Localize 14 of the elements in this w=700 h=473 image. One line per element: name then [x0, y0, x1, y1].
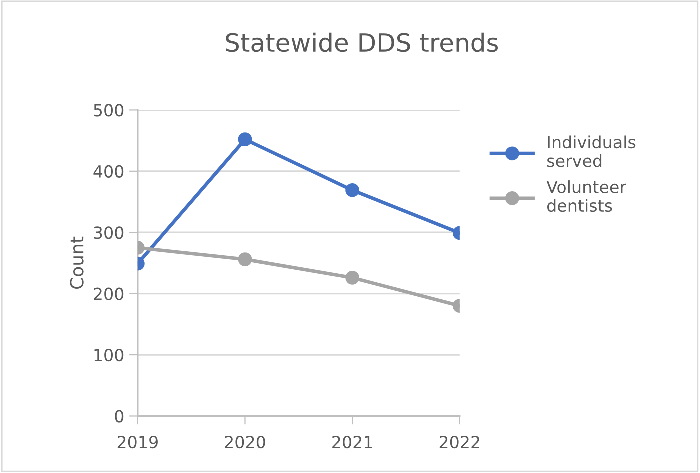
x-tick-label: 2022 — [440, 436, 480, 449]
y-tick-label: 300 — [94, 226, 124, 240]
x-tick-label: 2019 — [118, 436, 158, 449]
y-axis-title: Count — [70, 236, 84, 290]
y-tick-label: 0 — [115, 410, 124, 423]
y-tick-label: 100 — [94, 348, 124, 362]
y-tick-label: 500 — [94, 104, 124, 117]
legend-label: Volunteer dentists — [546, 180, 627, 212]
x-tick-label: 2020 — [225, 436, 266, 449]
y-tick-label: 200 — [94, 288, 124, 300]
legend-label: Individuals served — [547, 136, 636, 168]
chart-title: Statewide DDS trends — [226, 32, 498, 52]
x-tick-label: 2021 — [332, 436, 372, 449]
y-tick-label: 400 — [94, 165, 124, 178]
